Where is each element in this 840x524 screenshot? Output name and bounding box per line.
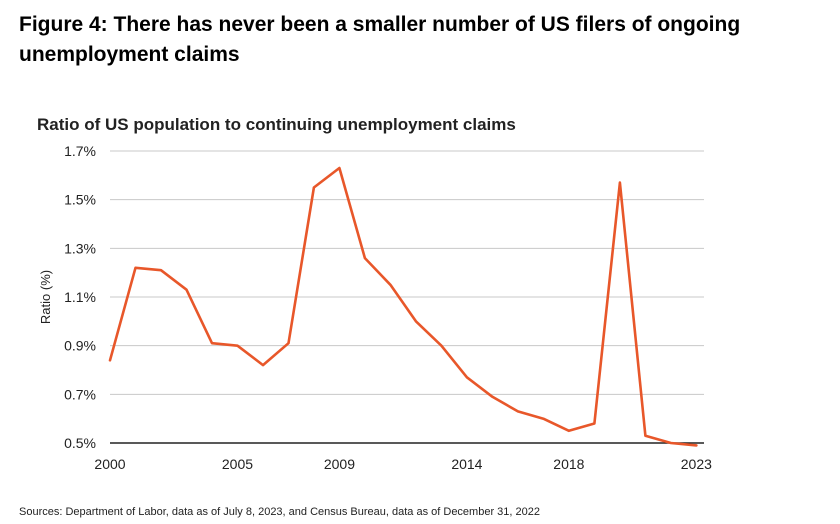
x-tick-label: 2009 <box>324 456 355 472</box>
x-tick-label: 2023 <box>681 456 712 472</box>
y-tick-label: 0.7% <box>64 386 96 402</box>
y-tick-label: 1.5% <box>64 192 96 208</box>
y-tick-label: 1.7% <box>64 143 96 159</box>
y-tick-label: 0.9% <box>64 338 96 354</box>
figure-title: Figure 4: There has never been a smaller… <box>19 13 741 66</box>
gridlines <box>110 150 704 395</box>
y-tick-label: 0.5% <box>64 435 96 451</box>
y-tick-label: 1.1% <box>64 289 96 305</box>
y-tick-labels: 0.5% 0.7% 0.9% 1.1% 1.3% 1.5% 1.7% <box>64 143 96 451</box>
series-layer <box>108 166 698 447</box>
x-tick-label: 2005 <box>222 456 253 472</box>
source-note: Sources: Department of Labor, data as of… <box>19 506 540 518</box>
x-tick-label: 2018 <box>553 456 584 472</box>
chart-title: Ratio of US population to continuing une… <box>37 115 516 134</box>
y-axis-label: Ratio (%) <box>38 270 53 324</box>
x-tick-label: 2014 <box>451 456 482 472</box>
y-tick-label: 1.3% <box>64 240 96 256</box>
series-line <box>108 166 698 447</box>
x-tick-labels: 2000 2005 2009 2014 2018 2023 <box>94 456 712 472</box>
x-tick-label: 2000 <box>94 456 125 472</box>
line-chart: 0.5%0.7%0.9%1.1%1.3%1.5%1.7% 2000 2005 200… <box>38 143 712 472</box>
